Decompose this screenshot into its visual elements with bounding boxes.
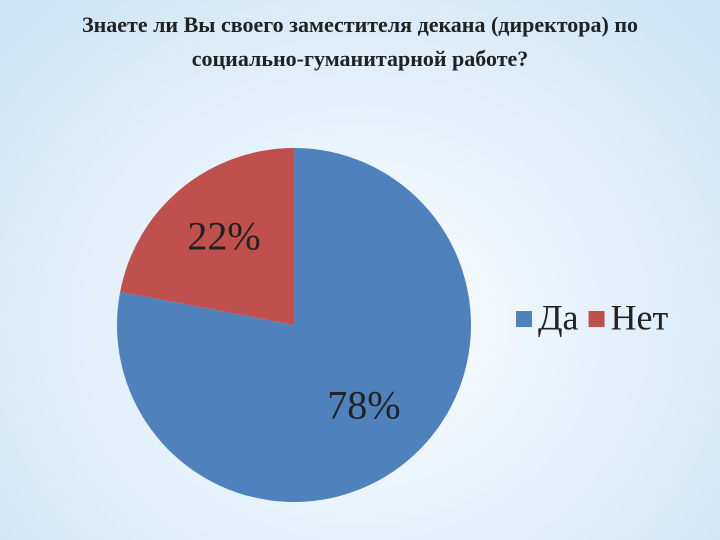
legend-swatch — [588, 311, 605, 327]
legend-label: Нет — [611, 297, 669, 337]
legend-swatch — [516, 311, 532, 327]
data-label: 78% — [327, 383, 400, 428]
chart-title: Знаете ли Вы своего заместителя декана (… — [81, 12, 639, 71]
legend-label: Да — [538, 297, 579, 337]
data-label: 22% — [187, 214, 260, 259]
pie-slice — [120, 148, 294, 325]
